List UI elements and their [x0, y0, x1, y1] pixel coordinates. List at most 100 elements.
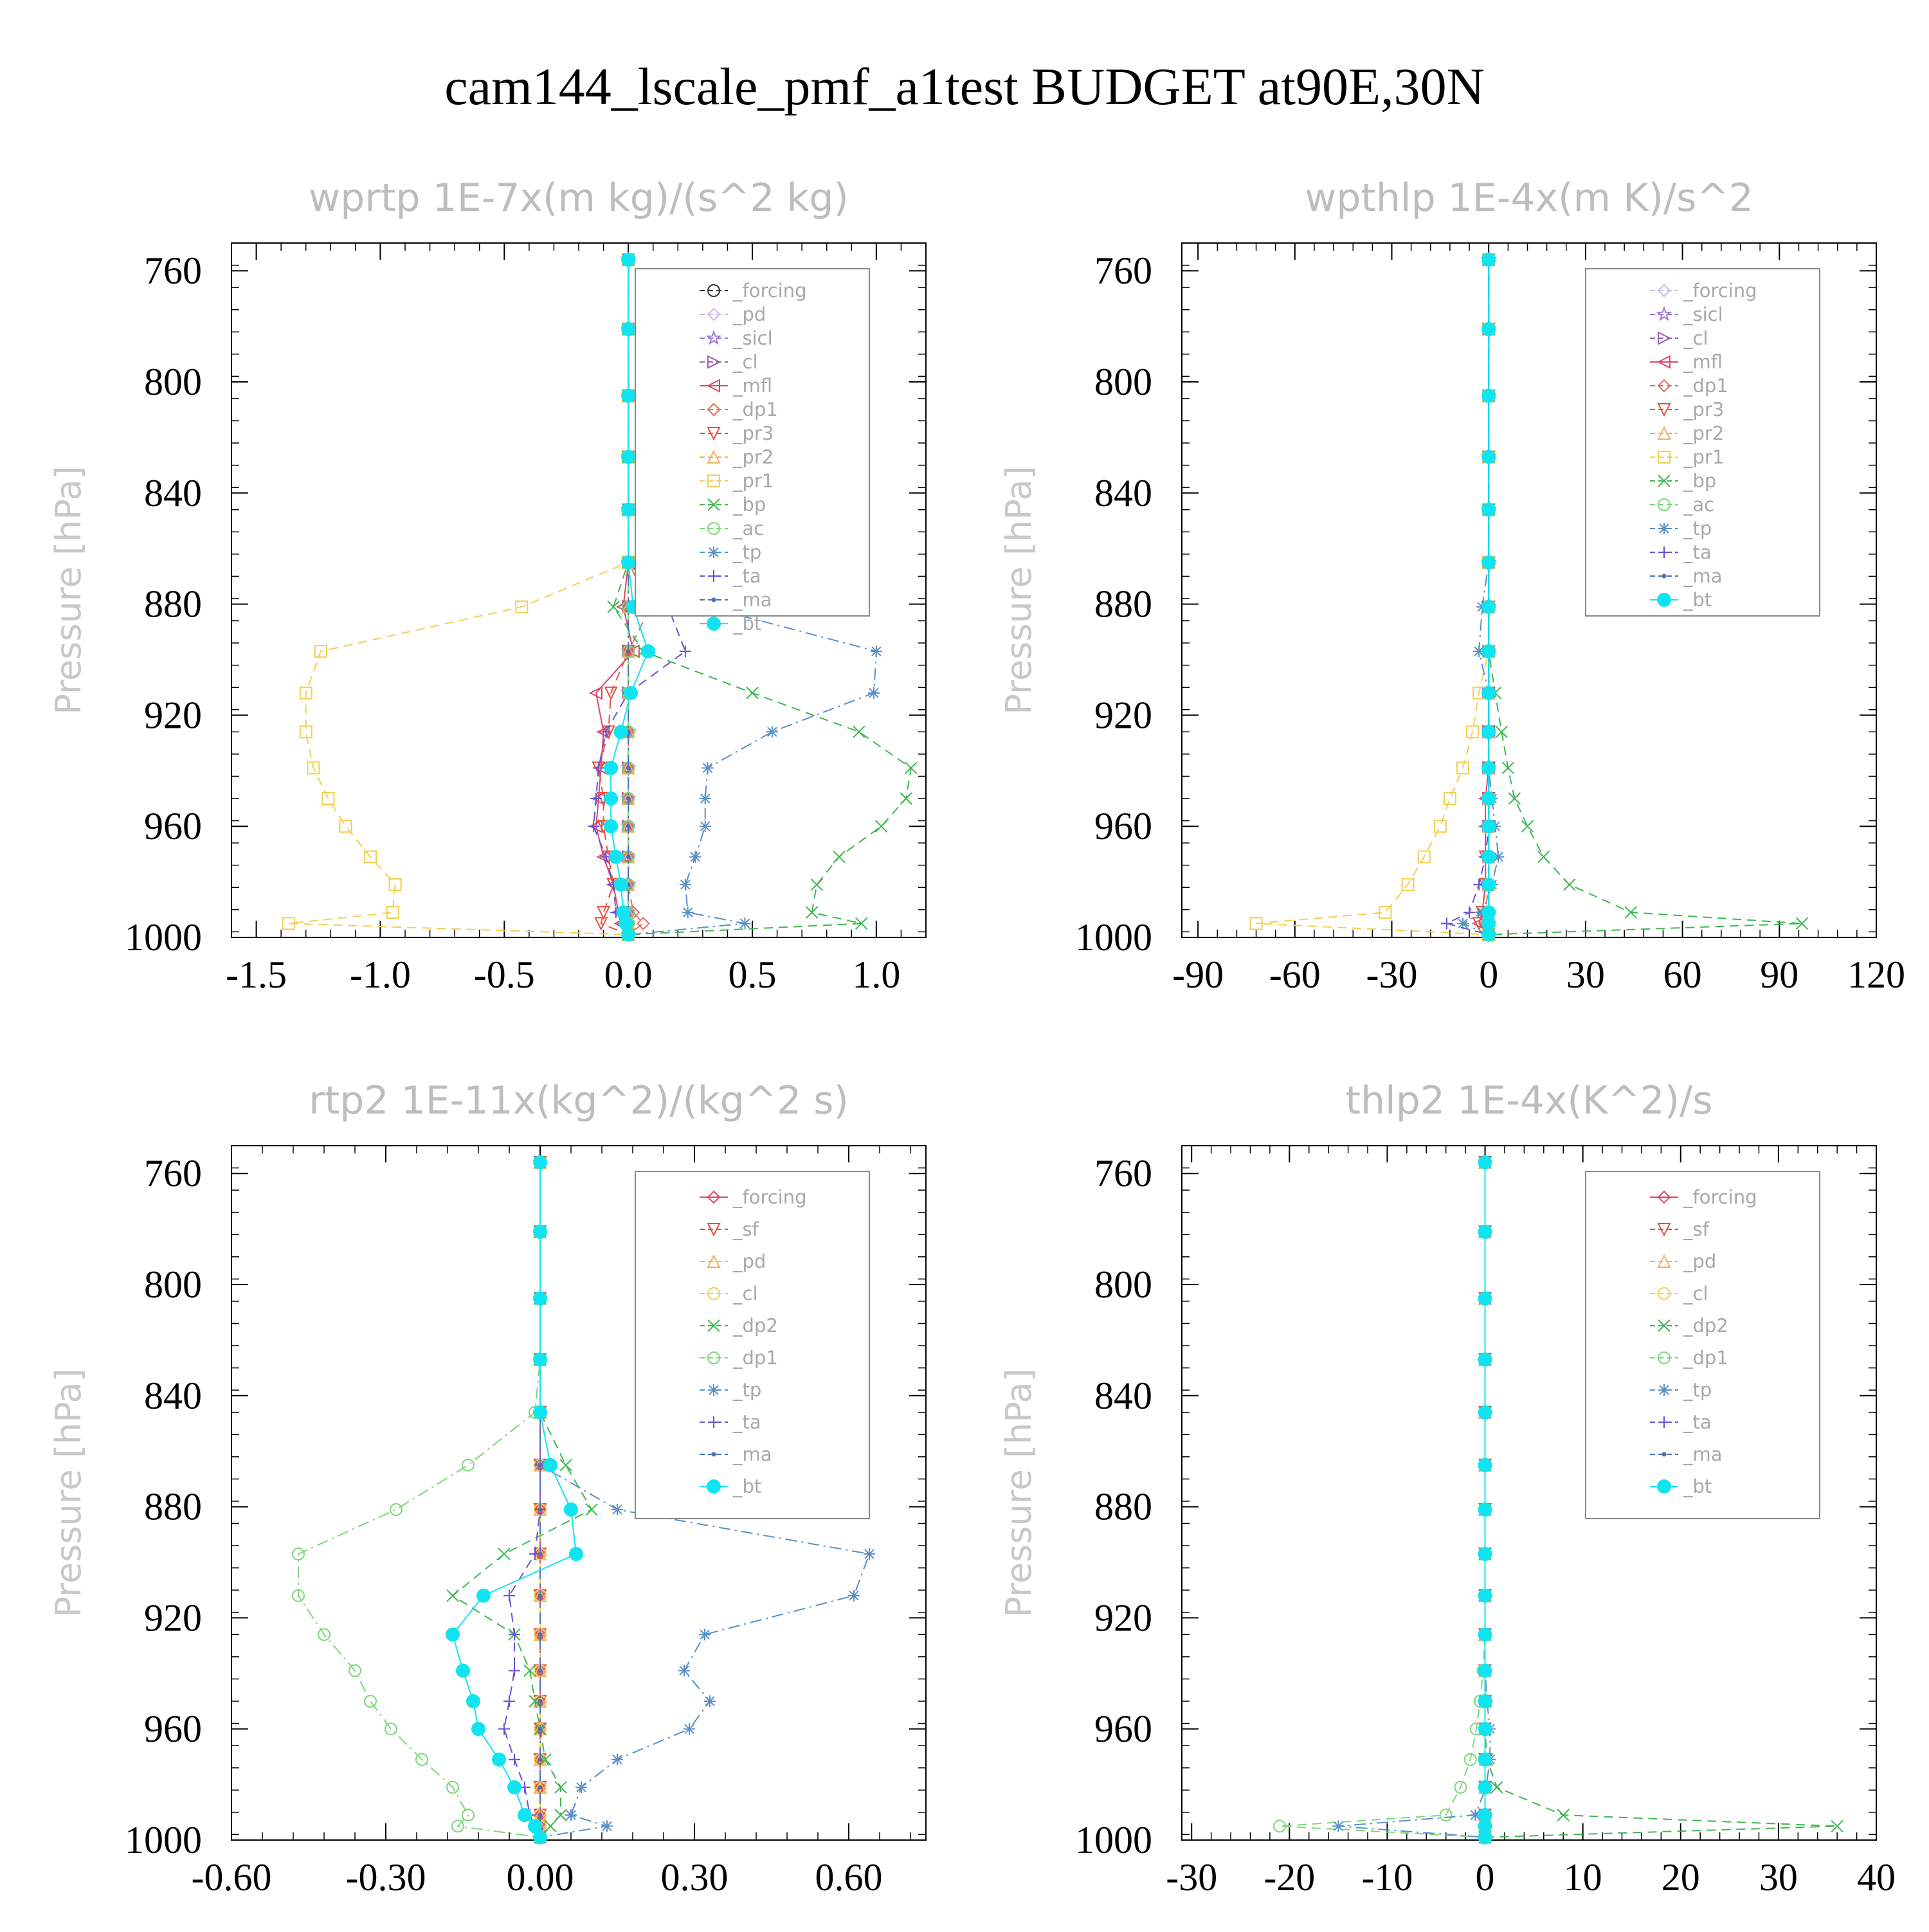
series-line	[1256, 259, 1490, 935]
legend-marker	[1656, 355, 1671, 369]
legend-marker	[707, 427, 721, 441]
data-point	[702, 762, 714, 774]
data-point	[509, 1629, 520, 1641]
data-point	[1521, 820, 1534, 833]
panel-title: rtp2 1E-11x(kg^2)/(kg^2 s)	[309, 1078, 849, 1123]
data-point	[1478, 1627, 1492, 1642]
series-pr1	[282, 253, 635, 941]
data-point	[509, 1753, 520, 1765]
data-point	[596, 906, 611, 920]
data-point	[544, 1819, 557, 1833]
data-point	[607, 600, 620, 613]
data-point	[604, 791, 619, 806]
legend-label: _ac	[732, 518, 764, 539]
data-point	[1481, 644, 1496, 659]
data-point	[498, 1723, 510, 1735]
y-axis-label: Pressure [hPa]	[999, 465, 1039, 714]
legend-marker	[1657, 1254, 1671, 1268]
y-tick-label: 840	[144, 1375, 202, 1417]
panel-3: -0.60 -0.30 0.00 0.30 0.60 760 800 840 880 920 960…	[48, 1078, 927, 1899]
series-dp2	[446, 1156, 598, 1844]
data-point	[466, 1694, 480, 1708]
data-point	[1466, 725, 1480, 739]
series-line	[451, 1162, 577, 1838]
legend-entry: _forcing	[700, 1186, 807, 1208]
data-point	[523, 1664, 536, 1677]
x-tick-label: -90	[1172, 953, 1224, 996]
legend-label: _cl	[1683, 327, 1708, 349]
y-tick-label: 840	[1094, 1375, 1152, 1417]
legend-box	[635, 1171, 870, 1519]
legend-entry: _bt	[1650, 589, 1712, 611]
data-point	[1478, 1547, 1492, 1562]
legend-label: _tp	[732, 541, 761, 563]
legend-marker	[1658, 1384, 1670, 1396]
legend-entry: _dp1	[700, 399, 778, 420]
legend-entry: _dp1	[1650, 375, 1728, 397]
legend-entry: _pr1	[1650, 446, 1724, 468]
legend-label: _ma	[1683, 1443, 1723, 1465]
data-point	[1481, 685, 1496, 700]
legend-label: _tp	[1683, 518, 1712, 539]
y-tick-label: 920	[144, 694, 202, 736]
data-point	[446, 1589, 459, 1602]
data-point	[538, 1812, 543, 1818]
legend-entry: _ta	[1650, 1411, 1712, 1433]
data-point	[492, 1752, 506, 1767]
data-point	[905, 761, 918, 775]
data-point	[868, 687, 880, 699]
y-tick-label: 800	[1094, 1263, 1152, 1306]
data-point	[900, 792, 912, 805]
legend-entry: _sf	[700, 1218, 759, 1240]
data-point	[503, 1695, 515, 1707]
legend-label: _pr1	[1683, 446, 1724, 468]
legend-marker	[708, 1416, 720, 1428]
legend-marker	[1657, 403, 1671, 417]
y-tick-label: 960	[1094, 1708, 1152, 1750]
legend-label: _cl	[732, 1283, 758, 1305]
series-ta	[1440, 253, 1495, 941]
y-tick-label: 1000	[1075, 916, 1152, 959]
legend-marker	[1657, 284, 1671, 298]
data-point	[855, 917, 868, 930]
data-point	[538, 1726, 543, 1731]
data-point	[1478, 1722, 1492, 1737]
x-tick-label: 0.30	[661, 1856, 729, 1899]
data-point	[515, 600, 529, 613]
data-point	[390, 1503, 403, 1516]
data-point	[621, 321, 636, 336]
data-point	[314, 645, 327, 658]
y-tick-label: 800	[144, 1263, 202, 1306]
y-axis-label: Pressure [hPa]	[48, 1368, 89, 1617]
data-point	[1508, 792, 1521, 805]
series-line	[1484, 1162, 1838, 1838]
legend-entry: _cl	[700, 1283, 758, 1305]
data-point	[565, 1809, 577, 1821]
y-tick-label: 920	[1094, 1596, 1152, 1639]
data-point	[619, 916, 633, 931]
data-point	[1481, 927, 1496, 942]
data-point	[626, 796, 631, 801]
data-point	[282, 917, 295, 930]
y-axis-label: Pressure [hPa]	[48, 465, 89, 714]
data-point	[626, 824, 631, 829]
series-line	[451, 1162, 593, 1838]
data-point	[624, 685, 638, 700]
data-point	[386, 906, 399, 919]
data-point	[503, 1589, 515, 1602]
data-point	[621, 252, 636, 267]
y-axis-label: Pressure [hPa]	[999, 1368, 1039, 1617]
y-tick-label: 760	[144, 249, 202, 292]
legend-entry: _ta	[1650, 541, 1712, 563]
legend-marker	[1658, 451, 1671, 464]
data-point	[1469, 1809, 1481, 1821]
data-point	[554, 1809, 567, 1821]
legend-label: _sicl	[732, 327, 773, 349]
data-point	[588, 686, 602, 700]
data-point	[543, 1458, 557, 1472]
data-point	[476, 1588, 491, 1603]
data-point	[1379, 906, 1392, 919]
data-point	[1443, 792, 1456, 805]
data-point	[590, 793, 602, 804]
data-point	[689, 851, 702, 863]
